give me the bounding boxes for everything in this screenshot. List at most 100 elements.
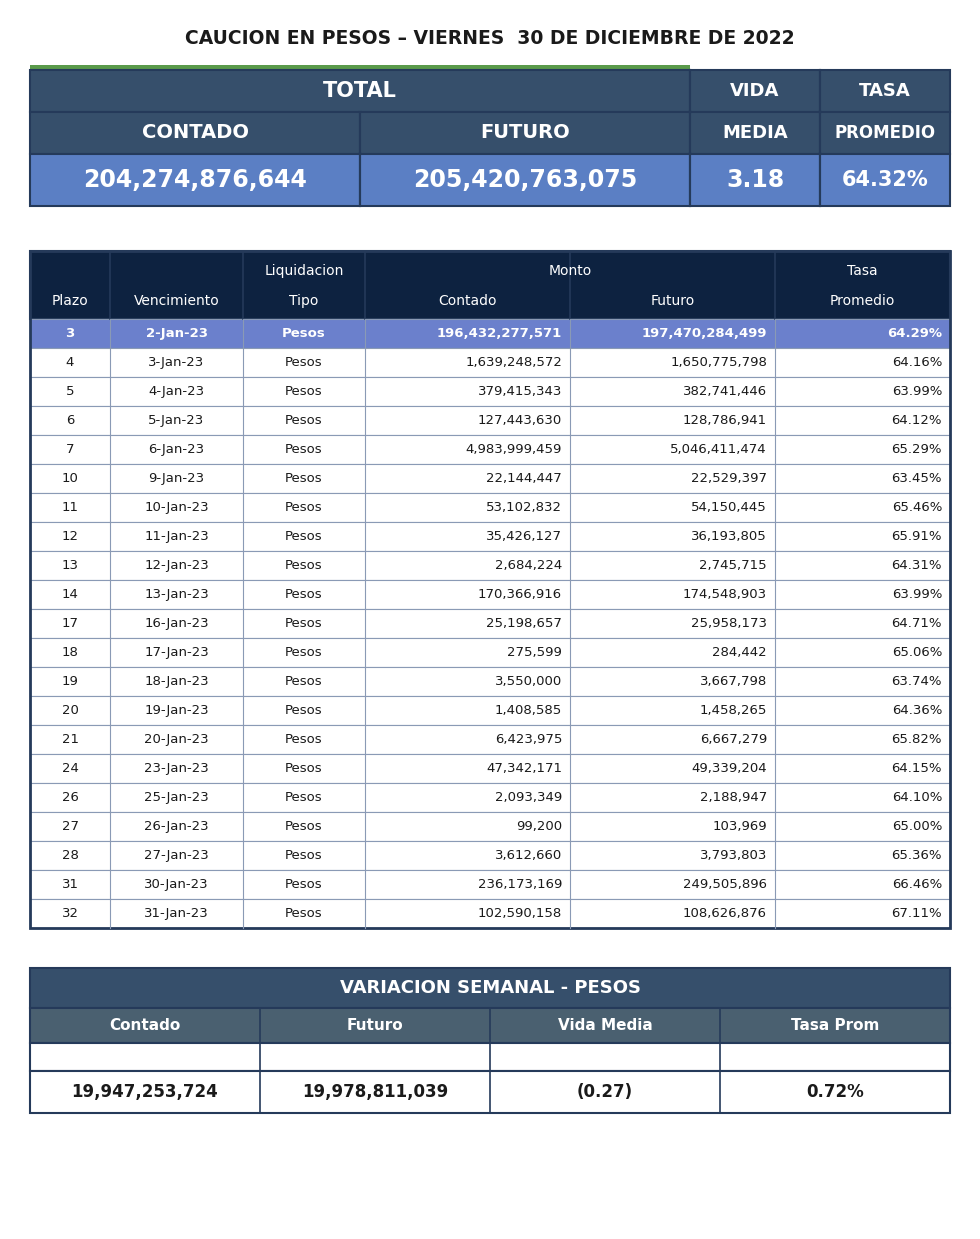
Text: 24: 24 <box>62 762 78 776</box>
Text: 64.36%: 64.36% <box>892 704 942 717</box>
Text: CONTADO: CONTADO <box>141 124 249 142</box>
Text: 5: 5 <box>66 385 74 398</box>
Text: 18: 18 <box>62 646 78 659</box>
Bar <box>30 377 950 406</box>
Text: Pesos: Pesos <box>285 501 322 514</box>
Text: Pesos: Pesos <box>285 878 322 891</box>
Text: 23-Jan-23: 23-Jan-23 <box>144 762 209 776</box>
Text: 64.29%: 64.29% <box>887 327 942 339</box>
Bar <box>30 522 950 551</box>
Text: VIDA: VIDA <box>730 82 780 100</box>
Text: 20: 20 <box>62 704 78 717</box>
Text: Pesos: Pesos <box>285 385 322 398</box>
Bar <box>30 968 950 1009</box>
Text: Pesos: Pesos <box>285 849 322 862</box>
Text: 26-Jan-23: 26-Jan-23 <box>144 820 209 833</box>
Text: 9-Jan-23: 9-Jan-23 <box>148 472 205 484</box>
Bar <box>30 463 950 493</box>
Bar <box>30 841 950 870</box>
Text: 64.32%: 64.32% <box>842 170 928 190</box>
Text: 49,339,204: 49,339,204 <box>691 762 767 776</box>
Text: Pesos: Pesos <box>285 617 322 629</box>
Bar <box>30 1070 950 1113</box>
Bar <box>30 64 690 69</box>
Bar <box>30 580 950 610</box>
Text: 10-Jan-23: 10-Jan-23 <box>144 501 209 514</box>
Text: 64.16%: 64.16% <box>892 356 942 369</box>
Text: Tasa: Tasa <box>847 264 878 278</box>
Text: Pesos: Pesos <box>285 444 322 456</box>
Text: 64.15%: 64.15% <box>892 762 942 776</box>
Text: 63.45%: 63.45% <box>892 472 942 484</box>
Text: 66.46%: 66.46% <box>892 878 942 891</box>
Bar <box>30 610 950 638</box>
Text: PROMEDIO: PROMEDIO <box>834 124 936 142</box>
Text: 21: 21 <box>62 733 78 746</box>
Text: 6: 6 <box>66 414 74 427</box>
Text: CAUCION EN PESOS – VIERNES  30 DE DICIEMBRE DE 2022: CAUCION EN PESOS – VIERNES 30 DE DICIEMB… <box>185 28 795 47</box>
Text: MEDIA: MEDIA <box>722 124 788 142</box>
Text: 27: 27 <box>62 820 78 833</box>
Text: 64.10%: 64.10% <box>892 790 942 804</box>
Text: 32: 32 <box>62 907 78 921</box>
Bar <box>30 638 950 667</box>
Text: 65.29%: 65.29% <box>892 444 942 456</box>
Text: 14: 14 <box>62 589 78 601</box>
Text: 3.18: 3.18 <box>726 169 784 192</box>
Bar <box>360 112 690 154</box>
Text: 67.11%: 67.11% <box>892 907 942 921</box>
Bar <box>690 69 820 112</box>
Bar <box>30 252 950 928</box>
Text: Pesos: Pesos <box>285 646 322 659</box>
Text: 2,093,349: 2,093,349 <box>495 790 562 804</box>
Text: Promedio: Promedio <box>830 294 895 309</box>
Text: 65.91%: 65.91% <box>892 530 942 543</box>
Text: Contado: Contado <box>438 294 497 309</box>
Text: 2,188,947: 2,188,947 <box>700 790 767 804</box>
Bar <box>30 551 950 580</box>
Text: Pesos: Pesos <box>285 414 322 427</box>
Text: 22,529,397: 22,529,397 <box>691 472 767 484</box>
Text: Vida Media: Vida Media <box>558 1018 653 1033</box>
Text: FUTURO: FUTURO <box>480 124 570 142</box>
Text: TASA: TASA <box>859 82 910 100</box>
Bar <box>30 696 950 725</box>
Text: 31-Jan-23: 31-Jan-23 <box>144 907 209 921</box>
Text: Pesos: Pesos <box>285 356 322 369</box>
Text: Liquidacion: Liquidacion <box>265 264 344 278</box>
Text: 17: 17 <box>62 617 78 629</box>
Text: 3,550,000: 3,550,000 <box>495 675 562 688</box>
Text: 12: 12 <box>62 530 78 543</box>
Text: 12-Jan-23: 12-Jan-23 <box>144 559 209 572</box>
Text: 19: 19 <box>62 675 78 688</box>
Text: 5,046,411,474: 5,046,411,474 <box>670 444 767 456</box>
Text: 205,420,763,075: 205,420,763,075 <box>413 169 637 192</box>
Text: Pesos: Pesos <box>285 733 322 746</box>
Text: 22,144,447: 22,144,447 <box>486 472 562 484</box>
Text: 170,366,916: 170,366,916 <box>478 589 562 601</box>
Text: 204,274,876,644: 204,274,876,644 <box>83 169 307 192</box>
Text: 65.82%: 65.82% <box>892 733 942 746</box>
Text: Pesos: Pesos <box>285 762 322 776</box>
Text: 2,745,715: 2,745,715 <box>700 559 767 572</box>
Text: 17-Jan-23: 17-Jan-23 <box>144 646 209 659</box>
Bar <box>30 1009 950 1043</box>
Text: 19,947,253,724: 19,947,253,724 <box>72 1083 219 1101</box>
Text: 36,193,805: 36,193,805 <box>691 530 767 543</box>
Text: Pesos: Pesos <box>285 472 322 484</box>
Text: 174,548,903: 174,548,903 <box>683 589 767 601</box>
Text: 65.36%: 65.36% <box>892 849 942 862</box>
Text: Monto: Monto <box>549 264 592 278</box>
Text: 63.74%: 63.74% <box>892 675 942 688</box>
Text: 6,667,279: 6,667,279 <box>700 733 767 746</box>
Text: 13: 13 <box>62 559 78 572</box>
Bar <box>30 69 690 112</box>
Text: 3-Jan-23: 3-Jan-23 <box>148 356 205 369</box>
Text: 65.00%: 65.00% <box>892 820 942 833</box>
Bar <box>30 870 950 900</box>
Bar <box>30 900 950 928</box>
Text: 31: 31 <box>62 878 78 891</box>
Bar <box>30 725 950 755</box>
Bar <box>30 812 950 841</box>
Text: 2,684,224: 2,684,224 <box>495 559 562 572</box>
